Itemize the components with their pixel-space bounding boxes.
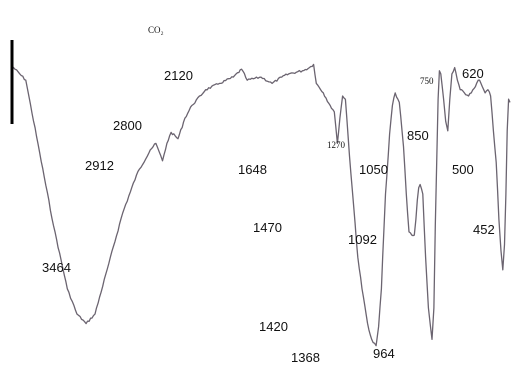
- peak-label-1470: 1470: [253, 220, 282, 235]
- peak-label-3464: 3464: [42, 260, 71, 275]
- peak-label-620: 620: [462, 66, 484, 81]
- peak-label-2120: 2120: [164, 68, 193, 83]
- peak-label-1420: 1420: [259, 319, 288, 334]
- peak-label-1270: 1270: [327, 140, 346, 150]
- peak-label-500: 500: [452, 162, 474, 177]
- peak-label-452: 452: [473, 222, 495, 237]
- peak-labels: 3464 2912 2800 2120 CO₂ 1648 1470 1420 1368 1270 1…: [42, 25, 495, 365]
- peak-label-co: CO₂: [148, 25, 164, 35]
- peak-label-1368: 1368: [291, 350, 320, 365]
- peak-label-750: 750: [420, 76, 434, 86]
- peak-label-1092: 1092: [348, 232, 377, 247]
- peak-label-2912: 2912: [85, 158, 114, 173]
- peak-label-964: 964: [373, 346, 395, 361]
- peak-label-2800: 2800: [113, 118, 142, 133]
- peak-label-1050: 1050: [359, 162, 388, 177]
- spectrum-trace-group: [11, 63, 511, 347]
- peak-label-1648: 1648: [238, 162, 267, 177]
- peak-label-850: 850: [407, 128, 429, 143]
- spectrum-trace: [11, 63, 511, 347]
